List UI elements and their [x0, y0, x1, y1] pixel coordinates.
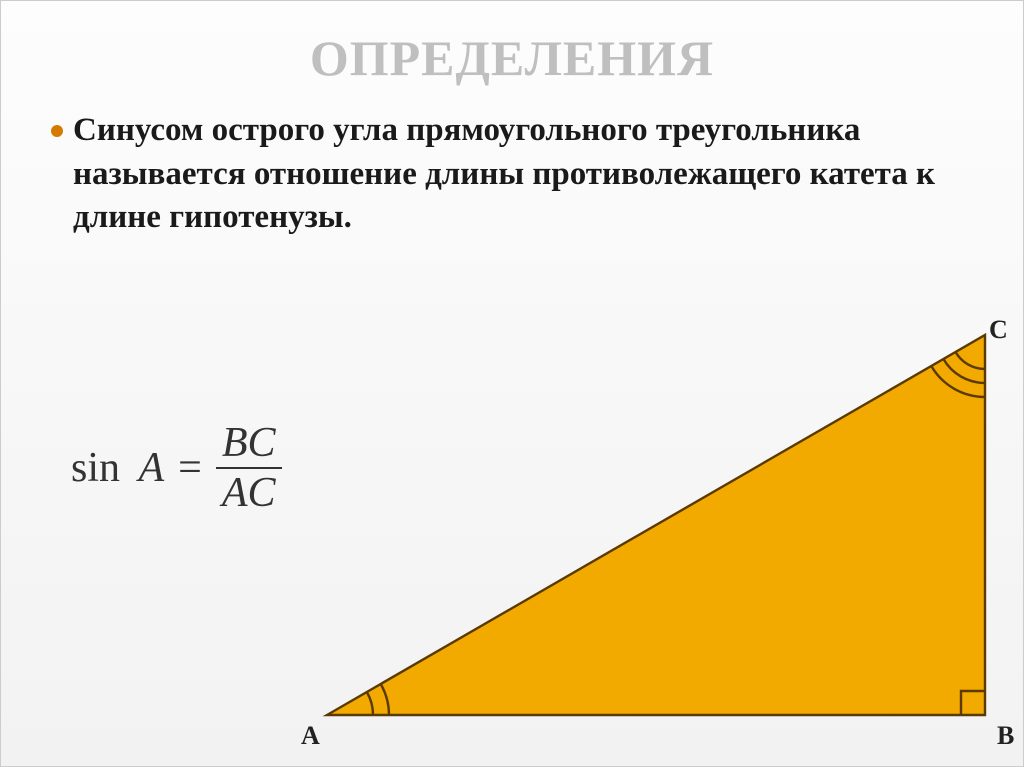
triangle-svg: [311, 301, 1011, 741]
formula-denominator: AC: [216, 469, 282, 515]
bullet-dot-icon: [51, 125, 63, 137]
definition-text: Синусом острого угла прямоугольного треу…: [73, 109, 973, 240]
formula-numerator: BC: [216, 421, 282, 469]
formula-fraction: BC AC: [216, 421, 282, 515]
formula-sin-a: sin A = BC AC: [71, 421, 282, 515]
formula-equals: =: [178, 444, 202, 492]
slide-title: ОПРЕДЕЛЕНИЯ: [51, 29, 973, 87]
formula-sin-label: sin: [71, 445, 120, 491]
definition-bullet: Синусом острого угла прямоугольного треу…: [51, 109, 973, 240]
formula-var-a: A: [131, 445, 165, 491]
slide: ОПРЕДЕЛЕНИЯ Синусом острого угла прямоуг…: [1, 1, 1023, 766]
vertex-label-a: A: [301, 721, 320, 751]
vertex-label-b: B: [997, 721, 1014, 751]
formula-lhs: sin A: [71, 444, 164, 492]
triangle-shape: [327, 335, 985, 715]
vertex-label-c: C: [989, 315, 1008, 345]
triangle-diagram: [311, 301, 1011, 741]
